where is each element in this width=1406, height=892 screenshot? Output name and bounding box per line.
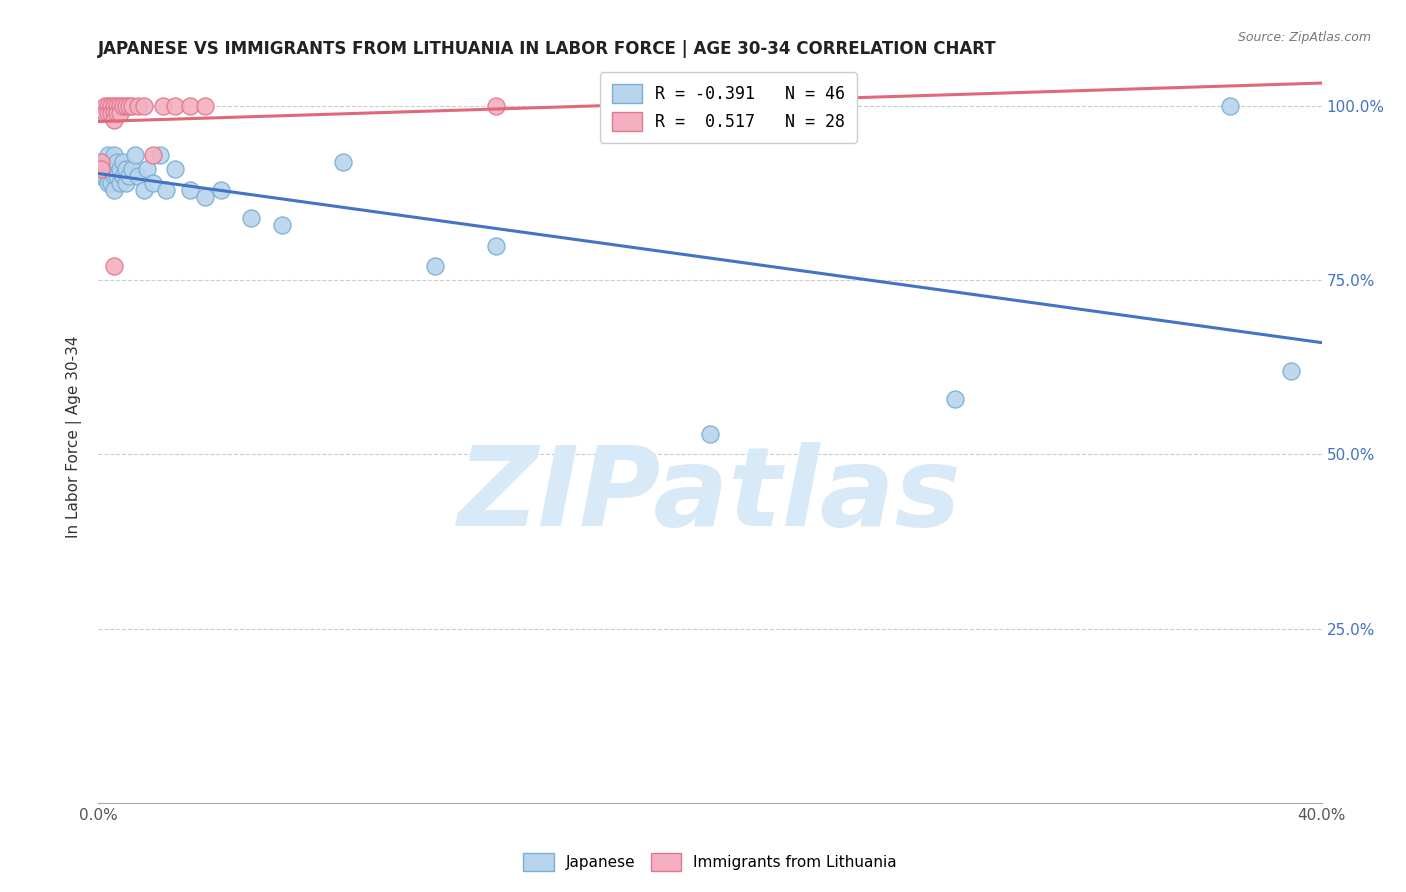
Point xyxy=(93,169,115,183)
Point xyxy=(163,99,186,113)
Point xyxy=(100,106,122,120)
Point xyxy=(105,106,128,120)
Point xyxy=(93,155,115,169)
Point xyxy=(134,183,156,197)
Point xyxy=(111,169,134,183)
Point xyxy=(194,190,217,204)
Point xyxy=(108,176,131,190)
Point xyxy=(103,169,125,183)
Y-axis label: In Labor Force | Age 30-34: In Labor Force | Age 30-34 xyxy=(66,335,83,539)
Text: ZIPatlas: ZIPatlas xyxy=(458,442,962,549)
Point xyxy=(179,99,201,113)
Point xyxy=(149,148,172,162)
Point xyxy=(127,169,149,183)
Point xyxy=(136,161,159,176)
Point xyxy=(103,113,125,128)
Point xyxy=(90,169,112,183)
Point xyxy=(111,155,134,169)
Text: JAPANESE VS IMMIGRANTS FROM LITHUANIA IN LABOR FORCE | AGE 30-34 CORRELATION CHA: JAPANESE VS IMMIGRANTS FROM LITHUANIA IN… xyxy=(98,40,997,58)
Legend: Japanese, Immigrants from Lithuania: Japanese, Immigrants from Lithuania xyxy=(517,847,903,877)
Point xyxy=(97,161,120,176)
Point xyxy=(93,106,115,120)
Point xyxy=(134,99,156,113)
Point xyxy=(100,161,122,176)
Point xyxy=(118,99,141,113)
Point xyxy=(485,99,508,113)
Point xyxy=(100,155,122,169)
Point xyxy=(103,99,125,113)
Point xyxy=(121,161,143,176)
Point xyxy=(124,148,146,162)
Point xyxy=(105,155,128,169)
Point xyxy=(111,99,134,113)
Point xyxy=(103,183,125,197)
Point xyxy=(423,260,446,274)
Point xyxy=(240,211,263,225)
Point xyxy=(93,99,115,113)
Point xyxy=(115,176,138,190)
Point xyxy=(105,169,128,183)
Point xyxy=(194,99,217,113)
Text: Source: ZipAtlas.com: Source: ZipAtlas.com xyxy=(1237,31,1371,45)
Point xyxy=(97,169,120,183)
Point xyxy=(1219,99,1241,113)
Point xyxy=(90,155,112,169)
Point xyxy=(1279,364,1302,378)
Point xyxy=(90,161,112,176)
Point xyxy=(270,218,292,232)
Point xyxy=(118,169,141,183)
Point xyxy=(943,392,966,406)
Point xyxy=(97,176,120,190)
Point xyxy=(699,426,721,441)
Point xyxy=(97,106,120,120)
Point xyxy=(127,99,149,113)
Point xyxy=(163,161,186,176)
Point xyxy=(115,99,138,113)
Point xyxy=(97,99,120,113)
Point xyxy=(105,99,128,113)
Point xyxy=(485,238,508,252)
Point xyxy=(152,99,174,113)
Point xyxy=(115,161,138,176)
Point xyxy=(108,161,131,176)
Point xyxy=(100,99,122,113)
Point xyxy=(103,161,125,176)
Point xyxy=(121,99,143,113)
Point xyxy=(142,176,165,190)
Point xyxy=(103,148,125,162)
Point xyxy=(179,183,201,197)
Point xyxy=(332,155,354,169)
Point xyxy=(93,161,115,176)
Point xyxy=(155,183,177,197)
Point xyxy=(90,161,112,176)
Point xyxy=(821,99,844,113)
Point xyxy=(108,106,131,120)
Legend: R = -0.391   N = 46, R =  0.517   N = 28: R = -0.391 N = 46, R = 0.517 N = 28 xyxy=(600,72,856,143)
Point xyxy=(103,106,125,120)
Point xyxy=(103,260,125,274)
Point xyxy=(97,148,120,162)
Point xyxy=(142,148,165,162)
Point xyxy=(209,183,232,197)
Point xyxy=(100,176,122,190)
Point xyxy=(108,99,131,113)
